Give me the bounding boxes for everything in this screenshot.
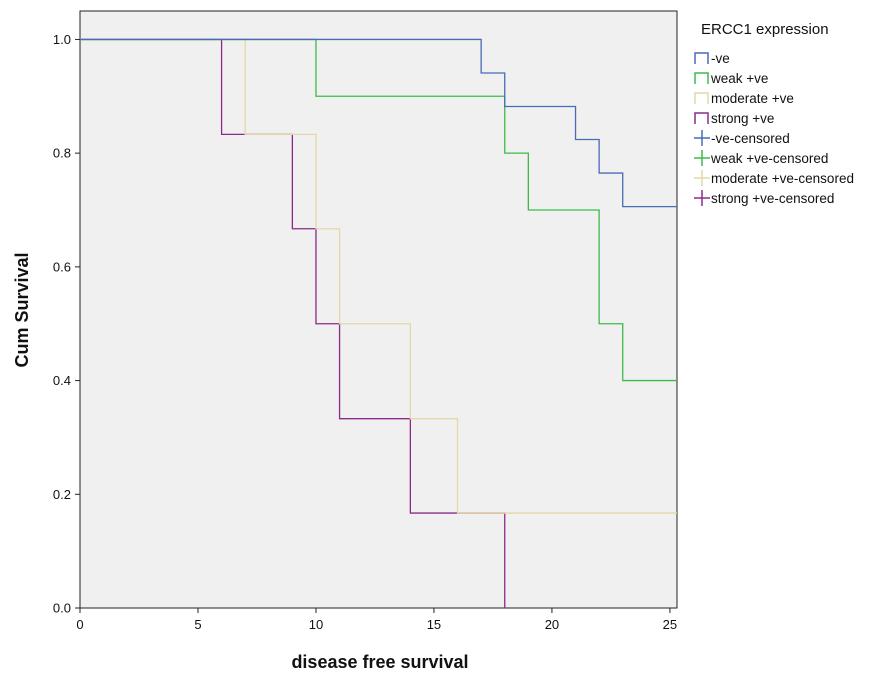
legend-swatch-step <box>694 92 709 104</box>
series-layer <box>80 38 677 608</box>
x-tick-label: 0 <box>76 617 83 632</box>
legend-label: -ve-censored <box>711 131 790 146</box>
series-line-strong-ve <box>80 38 506 608</box>
y-tick-label: 0.6 <box>53 259 71 274</box>
legend-label: strong +ve <box>711 111 774 126</box>
legend-label: strong +ve-censored <box>711 191 834 206</box>
y-tick-label: 0.4 <box>53 373 71 388</box>
legend-swatch-step <box>694 112 709 124</box>
legend-swatch-cross <box>694 150 710 166</box>
legend-item: weak +ve-censored <box>694 150 828 166</box>
x-axis-title: disease free survival <box>291 652 468 672</box>
y-tick-label: 0.2 <box>53 487 71 502</box>
y-tick-label: 0.8 <box>53 146 71 161</box>
legend-title: ERCC1 expression <box>701 21 829 38</box>
legend-swatch-cross <box>694 170 710 186</box>
series-line-ve <box>80 38 677 208</box>
x-tick-label: 5 <box>194 617 201 632</box>
y-axis: 0.0 0.2 0.4 0.6 0.8 1.0 <box>53 32 80 616</box>
y-axis-title: Cum Survival <box>12 252 32 367</box>
x-tick-label: 15 <box>427 617 441 632</box>
legend-label: moderate +ve-censored <box>711 171 854 186</box>
legend-item: moderate +ve-censored <box>694 170 854 186</box>
legend-item: moderate +ve <box>694 91 794 106</box>
legend-label: weak +ve <box>710 71 768 86</box>
legend-swatch-step <box>694 72 709 84</box>
legend-swatch-step <box>694 52 709 64</box>
legend-item: weak +ve <box>694 71 768 86</box>
series-line-weak-ve <box>80 38 677 382</box>
legend-swatch-cross <box>694 130 710 146</box>
legend-item: -ve-censored <box>694 130 790 146</box>
legend-item: strong +ve <box>694 111 774 126</box>
legend-item: strong +ve-censored <box>694 190 834 206</box>
legend-label: weak +ve-censored <box>710 151 828 166</box>
x-tick-label: 20 <box>545 617 559 632</box>
legend-item: -ve <box>694 51 730 66</box>
y-tick-label: 1.0 <box>53 32 71 47</box>
x-axis: 0 5 10 15 20 25 <box>76 608 677 632</box>
series-line-moderate-ve <box>80 38 677 514</box>
legend-label: moderate +ve <box>711 91 794 106</box>
x-tick-label: 10 <box>309 617 323 632</box>
legend-swatch-cross <box>694 190 710 206</box>
x-tick-label: 25 <box>663 617 677 632</box>
y-tick-label: 0.0 <box>53 601 71 616</box>
legend: ERCC1 expression -ve weak +ve moderate +ve… <box>694 21 854 206</box>
plot-area <box>79 10 678 609</box>
legend-label: -ve <box>711 51 730 66</box>
